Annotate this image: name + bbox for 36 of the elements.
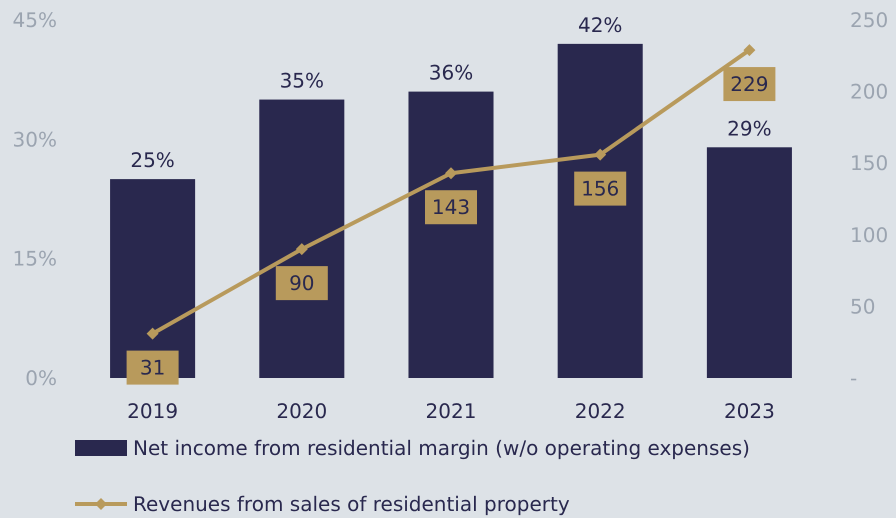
y2-tick-label: 50 — [850, 294, 876, 318]
y2-tick-label: - — [850, 366, 858, 390]
data-label: 36% — [428, 60, 474, 85]
data-label: 229 — [730, 72, 768, 96]
data-label: 35% — [280, 68, 324, 93]
x-tick-label: 2020 — [276, 399, 328, 423]
x-tick-label: 2022 — [574, 399, 626, 423]
data-label: 29% — [727, 116, 772, 140]
legend-label: Net income from residential margin (w/o operating expenses) — [133, 436, 750, 460]
point — [445, 167, 457, 180]
bar — [408, 92, 494, 378]
bar — [259, 100, 344, 378]
y2-tick-label: 150 — [850, 151, 888, 176]
point — [296, 243, 308, 256]
data-label: 143 — [432, 195, 470, 220]
data-label: 25% — [130, 148, 175, 172]
y-tick-label: 30% — [12, 127, 57, 152]
x-tick-label: 2021 — [426, 399, 476, 423]
data-label: 31 — [140, 356, 166, 380]
x-tick-label: 2023 — [724, 399, 775, 423]
point — [146, 328, 159, 340]
legend-label: Revenues from sales of residential property — [133, 492, 570, 516]
data-label: 156 — [581, 176, 620, 201]
bar — [558, 44, 643, 378]
y2-tick-label: 100 — [850, 222, 888, 247]
point — [594, 148, 606, 161]
y-tick-label: 15% — [12, 246, 57, 271]
data-label: 90 — [289, 271, 315, 296]
data-label: 42% — [578, 12, 622, 37]
bar — [706, 147, 792, 378]
y-tick-label: 45% — [12, 8, 57, 32]
point — [743, 44, 756, 56]
x-tick-label: 2019 — [127, 399, 178, 423]
y-tick-label: 0% — [25, 366, 57, 390]
y2-tick-label: 250 — [850, 8, 888, 32]
y2-tick-label: 200 — [850, 80, 888, 104]
